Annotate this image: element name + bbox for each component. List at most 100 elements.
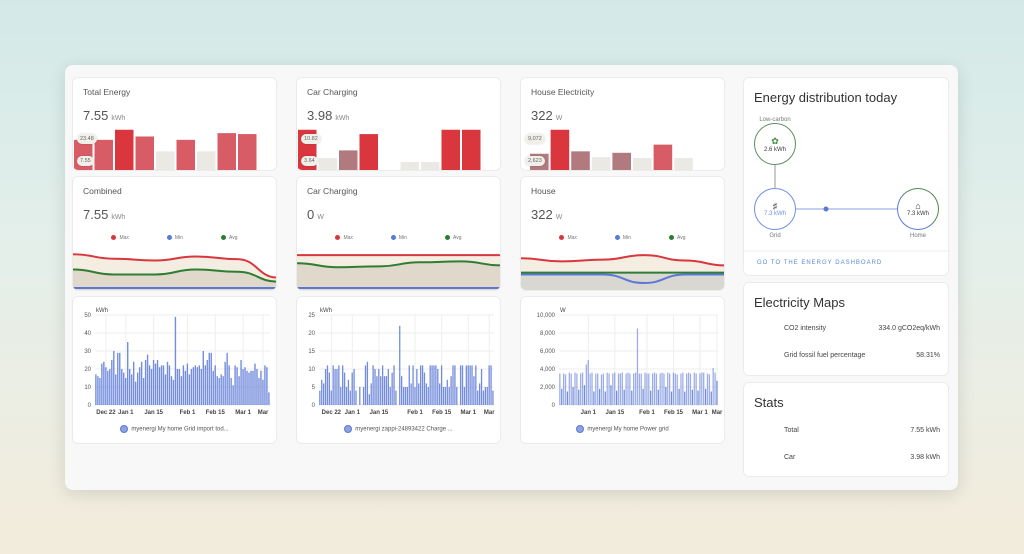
bar[interactable] <box>319 390 321 405</box>
bar[interactable] <box>150 369 153 405</box>
bar[interactable] <box>561 388 563 405</box>
legend-item[interactable]: myenergi My home Grid import tod... <box>73 425 276 433</box>
bar[interactable] <box>663 373 665 406</box>
bar[interactable] <box>200 369 202 405</box>
bar[interactable] <box>146 354 149 405</box>
bar[interactable] <box>170 376 173 405</box>
bar[interactable] <box>595 373 597 406</box>
bar[interactable] <box>699 373 701 406</box>
bar[interactable] <box>374 369 376 405</box>
bar[interactable] <box>395 390 397 405</box>
bar[interactable] <box>482 390 485 405</box>
bar[interactable] <box>619 373 622 406</box>
bar[interactable] <box>204 365 206 405</box>
bar[interactable] <box>612 152 631 171</box>
bar[interactable] <box>414 387 416 405</box>
bar[interactable] <box>614 372 616 405</box>
bar[interactable] <box>339 150 358 171</box>
bar[interactable] <box>708 374 711 405</box>
bar[interactable] <box>480 369 483 405</box>
bar[interactable] <box>441 129 461 171</box>
bar[interactable] <box>578 389 580 405</box>
bar[interactable] <box>591 372 593 405</box>
bar[interactable] <box>589 373 591 406</box>
bar[interactable] <box>250 370 252 405</box>
bar[interactable] <box>659 373 661 406</box>
bar[interactable] <box>665 387 667 405</box>
bar[interactable] <box>264 365 266 405</box>
bar[interactable] <box>326 365 329 405</box>
bar[interactable] <box>338 365 340 405</box>
bar[interactable] <box>597 373 599 406</box>
bar[interactable] <box>684 391 686 406</box>
bar[interactable] <box>406 387 409 405</box>
line-card[interactable]: Combined 7.55 kWh Max Min Avg <box>72 176 277 291</box>
bar[interactable] <box>400 376 403 405</box>
bar[interactable] <box>240 360 242 405</box>
bar[interactable] <box>450 376 452 405</box>
bar[interactable] <box>631 390 633 405</box>
grid-node[interactable]: ♯ 7.3 kWh <box>754 188 796 230</box>
bar[interactable] <box>421 365 424 405</box>
bar[interactable] <box>238 376 240 405</box>
bar[interactable] <box>176 139 196 171</box>
bar[interactable] <box>602 373 605 406</box>
bar[interactable] <box>230 378 232 405</box>
bar[interactable] <box>452 365 454 405</box>
bar[interactable] <box>340 387 342 405</box>
bar[interactable] <box>471 365 473 405</box>
bar[interactable] <box>324 369 327 405</box>
bar[interactable] <box>402 387 405 405</box>
bar[interactable] <box>196 367 199 405</box>
bar[interactable] <box>399 325 401 405</box>
energy-dashboard-link[interactable]: GO TO THE ENERGY DASHBOARD <box>757 260 883 266</box>
bar[interactable] <box>142 378 145 405</box>
bar[interactable] <box>321 379 323 405</box>
bar[interactable] <box>648 373 650 406</box>
legend-item[interactable]: Min <box>614 235 631 241</box>
bar[interactable] <box>160 365 163 405</box>
bar[interactable] <box>697 390 699 405</box>
bar[interactable] <box>591 157 611 171</box>
bar[interactable] <box>198 365 200 405</box>
bar[interactable] <box>101 363 103 405</box>
bar[interactable] <box>127 342 129 405</box>
bar[interactable] <box>439 383 441 405</box>
bar[interactable] <box>238 134 257 171</box>
bar[interactable] <box>566 391 569 406</box>
bar[interactable] <box>462 129 481 171</box>
bar[interactable] <box>633 158 652 171</box>
bar[interactable] <box>268 392 270 405</box>
bar[interactable] <box>421 161 440 171</box>
bar[interactable] <box>604 391 606 406</box>
bar[interactable] <box>640 373 642 406</box>
bar[interactable] <box>376 376 378 405</box>
bar[interactable] <box>332 365 334 405</box>
bar[interactable] <box>220 374 222 405</box>
bar[interactable] <box>232 385 234 405</box>
bar[interactable] <box>716 380 718 405</box>
bar[interactable] <box>435 365 437 405</box>
bar[interactable] <box>178 369 181 405</box>
bar[interactable] <box>682 372 684 405</box>
bar[interactable] <box>336 369 338 405</box>
bar[interactable] <box>194 365 197 405</box>
bar[interactable] <box>490 365 492 405</box>
bar[interactable] <box>117 352 119 405</box>
bar[interactable] <box>202 351 204 405</box>
bar[interactable] <box>351 372 353 405</box>
bar[interactable] <box>119 352 121 405</box>
bar[interactable] <box>420 365 422 405</box>
bar[interactable] <box>615 390 618 405</box>
bar[interactable] <box>248 372 250 405</box>
bar[interactable] <box>691 389 693 405</box>
bar[interactable] <box>330 390 332 405</box>
bar[interactable] <box>172 379 175 405</box>
bar[interactable] <box>585 364 587 406</box>
bar[interactable] <box>442 387 445 405</box>
legend-item[interactable]: Min <box>166 235 183 241</box>
bar[interactable] <box>550 129 570 171</box>
history-chart-card[interactable]: 0 5 10 15 20 25 Dec 22 Jan 1 Jan 15 Feb 1 Feb 15 Ma… <box>296 296 501 444</box>
bar[interactable] <box>158 367 161 405</box>
bar[interactable] <box>107 370 109 405</box>
